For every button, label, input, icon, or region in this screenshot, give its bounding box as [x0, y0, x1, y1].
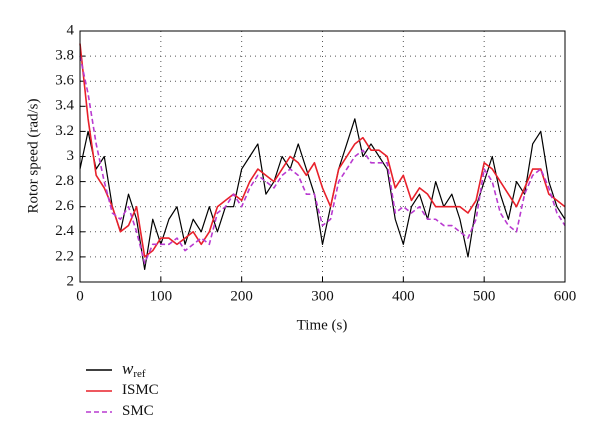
y-tick-label: 2.6 [55, 198, 74, 214]
legend-name: ISMC [122, 382, 159, 398]
x-tick-label: 200 [230, 288, 253, 304]
legend-name: w [122, 359, 134, 378]
x-axis-label: Time (s) [297, 317, 348, 333]
x-tick-label: 400 [392, 288, 415, 304]
y-tick-label: 2 [67, 273, 75, 289]
plot-frame [79, 30, 566, 283]
legend-label: wref [122, 359, 146, 380]
x-tick-label: 600 [554, 288, 577, 304]
series-line [79, 55, 566, 264]
x-tick-label: 100 [150, 288, 173, 304]
y-tick-label: 3 [67, 148, 75, 164]
y-axis-label: Rotor speed (rad/s) [25, 99, 41, 214]
y-tick-label: 2.8 [55, 173, 74, 189]
legend-name: SMC [122, 403, 154, 419]
y-tick-label: 4 [67, 22, 75, 38]
legend-label: ISMC [122, 382, 159, 398]
legend-subscript: ref [133, 368, 146, 380]
y-tick-label: 3.4 [55, 98, 74, 114]
x-tick-label: 300 [311, 288, 334, 304]
y-tick-label: 3.8 [55, 48, 74, 64]
y-tick-label: 2.4 [55, 223, 74, 239]
y-tick-label: 3.2 [55, 123, 74, 139]
x-tick-label: 0 [76, 288, 84, 304]
series-line [79, 43, 566, 258]
x-tick-label: 500 [473, 288, 496, 304]
legend-label: SMC [122, 403, 154, 419]
y-tick-label: 3.6 [55, 73, 74, 89]
y-tick-label: 2.2 [55, 248, 74, 264]
